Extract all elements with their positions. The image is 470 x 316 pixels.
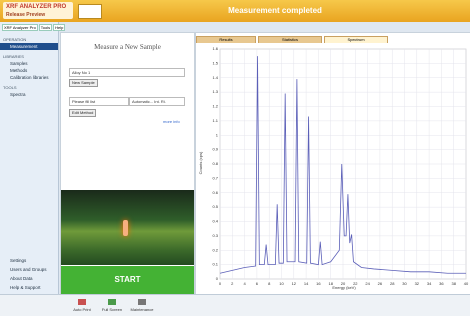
logo-title: XRF ANALYZER PRO bbox=[6, 4, 66, 10]
device-icon bbox=[78, 4, 102, 19]
x-tick-label: 22 bbox=[353, 281, 358, 286]
y-tick-label: 0.1 bbox=[212, 262, 218, 267]
sidebar-tab[interactable]: Help bbox=[53, 24, 65, 31]
y-axis-title: Counts (cps) bbox=[198, 151, 203, 174]
x-tick-label: 16 bbox=[316, 281, 321, 286]
nav-item[interactable]: Users and Groups bbox=[0, 265, 50, 274]
app-window: XRF ANALYZER PRO Release Preview Measure… bbox=[0, 0, 470, 316]
x-tick-label: 24 bbox=[365, 281, 370, 286]
new-sample-button[interactable]: New Sample bbox=[69, 79, 98, 87]
more-link[interactable]: more info bbox=[163, 119, 180, 124]
x-tick-label: 12 bbox=[292, 281, 297, 286]
toolbar-label: Maintenance bbox=[131, 307, 154, 312]
nav-item[interactable]: Spectra bbox=[0, 91, 58, 98]
sidebar-tab[interactable]: XRF Analyzer Pro bbox=[2, 24, 38, 31]
x-tick-label: 6 bbox=[256, 281, 259, 286]
result-tab[interactable]: Spectrum bbox=[324, 36, 388, 43]
y-tick-label: 1.2 bbox=[212, 104, 218, 109]
y-tick-label: 0.8 bbox=[212, 161, 218, 166]
camera-view bbox=[61, 190, 194, 265]
list-dropdown[interactable]: Please fill list bbox=[69, 97, 129, 106]
x-tick-label: 30 bbox=[402, 281, 407, 286]
y-tick-label: 1.3 bbox=[212, 89, 218, 94]
nav-item[interactable]: Calibration libraries bbox=[0, 74, 58, 81]
nav-item[interactable]: Help & Support bbox=[0, 283, 50, 292]
logo-subtitle: Release Preview bbox=[6, 12, 45, 18]
start-button[interactable]: START bbox=[61, 266, 194, 294]
edit-method-button[interactable]: Edit Method bbox=[69, 109, 96, 117]
toolbar-label: Auto Print bbox=[73, 307, 91, 312]
x-tick-label: 40 bbox=[464, 281, 469, 286]
x-tick-label: 4 bbox=[243, 281, 246, 286]
y-tick-label: 0.4 bbox=[212, 219, 218, 224]
y-tick-label: 0.9 bbox=[212, 147, 218, 152]
toolbar-label: Full Screen bbox=[102, 307, 122, 312]
header-bar: XRF ANALYZER PRO Release Preview Measure… bbox=[0, 0, 470, 22]
y-tick-label: 0.5 bbox=[212, 204, 218, 209]
spectrum-panel: Results Statistics Spectrum Counts (cps)… bbox=[195, 32, 470, 296]
toolbar: Auto Print Full Screen Maintenance bbox=[0, 294, 470, 316]
sample-dropdown[interactable]: Alloy No 1 bbox=[69, 68, 185, 77]
status-text: Measurement completed bbox=[150, 6, 400, 15]
x-tick-label: 20 bbox=[341, 281, 346, 286]
sidebar-tab[interactable]: Tools bbox=[39, 24, 52, 31]
x-tick-label: 36 bbox=[439, 281, 444, 286]
x-tick-label: 2 bbox=[231, 281, 234, 286]
y-tick-label: 0.6 bbox=[212, 190, 218, 195]
x-tick-label: 26 bbox=[378, 281, 383, 286]
sample-panel: Measure a New Sample Alloy No 1 New Samp… bbox=[60, 32, 195, 296]
x-tick-label: 10 bbox=[279, 281, 284, 286]
nav-item[interactable]: Measurement bbox=[0, 43, 58, 50]
result-tab[interactable]: Results bbox=[196, 36, 256, 43]
laser-spot bbox=[123, 220, 128, 236]
logo: XRF ANALYZER PRO Release Preview bbox=[3, 2, 73, 19]
nav-item[interactable]: Methods bbox=[0, 67, 58, 74]
nav-item[interactable]: Samples bbox=[0, 60, 58, 67]
section-title: OPERATION bbox=[3, 37, 58, 42]
y-tick-label: 1.6 bbox=[212, 46, 218, 51]
x-tick-label: 14 bbox=[304, 281, 309, 286]
section-title: TOOLS bbox=[3, 85, 58, 90]
x-tick-label: 18 bbox=[328, 281, 333, 286]
y-tick-label: 1.5 bbox=[212, 60, 218, 65]
x-tick-label: 32 bbox=[415, 281, 420, 286]
section-title: LIBRARIES bbox=[3, 54, 58, 59]
panel-title: Measure a New Sample bbox=[61, 43, 194, 51]
x-tick-label: 28 bbox=[390, 281, 395, 286]
y-tick-label: 1 bbox=[216, 132, 219, 137]
method-dropdown[interactable]: Automatic... Int. Ri. bbox=[129, 97, 185, 106]
y-tick-label: 0.7 bbox=[212, 175, 218, 180]
toolbar-button[interactable]: Maintenance bbox=[122, 299, 162, 312]
y-tick-label: 1.1 bbox=[212, 118, 218, 123]
sidebar: XRF Analyzer Pro Tools Help OPERATION Me… bbox=[0, 22, 59, 294]
x-tick-label: 0 bbox=[219, 281, 222, 286]
x-tick-label: 34 bbox=[427, 281, 432, 286]
spectrum-chart: Counts (cps) Energy (keV) 00.10.20.30.40… bbox=[196, 43, 470, 293]
y-tick-label: 0.3 bbox=[212, 233, 218, 238]
y-tick-label: 0.2 bbox=[212, 247, 218, 252]
result-tab[interactable]: Statistics bbox=[258, 36, 322, 43]
x-tick-label: 38 bbox=[451, 281, 456, 286]
nav-item[interactable]: Settings bbox=[0, 256, 50, 265]
x-tick-label: 8 bbox=[268, 281, 271, 286]
nav-item[interactable]: About Data bbox=[0, 274, 50, 283]
y-tick-label: 1.4 bbox=[212, 75, 218, 80]
